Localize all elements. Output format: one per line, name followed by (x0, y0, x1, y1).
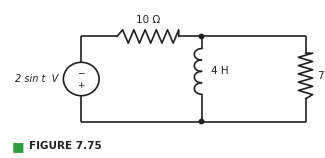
Text: 7 Ω: 7 Ω (318, 71, 325, 81)
Text: FIGURE 7.75: FIGURE 7.75 (29, 141, 101, 152)
Text: −: − (77, 68, 85, 77)
Text: ■: ■ (12, 140, 24, 153)
Circle shape (199, 119, 204, 124)
Text: 2 sin t  V: 2 sin t V (15, 74, 58, 84)
Circle shape (199, 34, 204, 39)
Text: +: + (77, 81, 85, 90)
Text: 10 Ω: 10 Ω (136, 15, 160, 25)
Text: 4 H: 4 H (211, 66, 229, 76)
